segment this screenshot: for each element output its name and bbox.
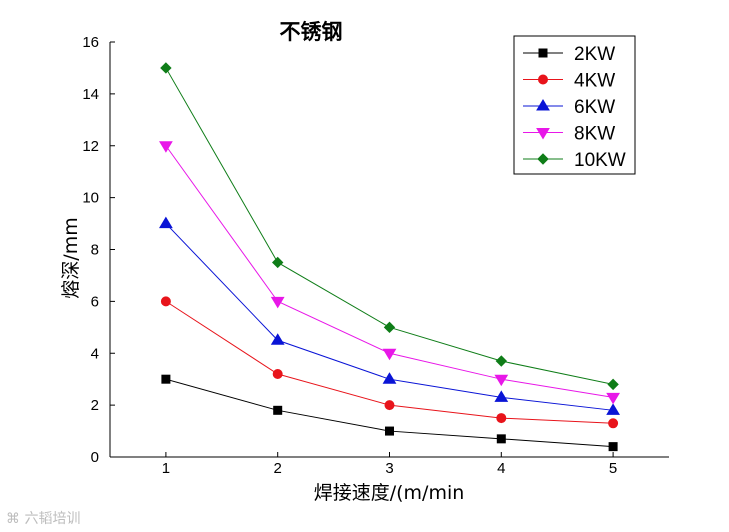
series-2kw [161, 374, 618, 452]
legend-marker [538, 48, 548, 58]
legend-label: 2KW [574, 44, 615, 65]
legend-marker [536, 128, 550, 140]
data-point [494, 374, 509, 387]
y-tick-label: 10 [82, 190, 99, 207]
data-point [606, 392, 620, 405]
series-6kw [159, 216, 620, 415]
data-point [607, 378, 619, 391]
x-ticks: 1 2 3 4 5 [162, 452, 617, 477]
y-tick-label: 16 [82, 34, 99, 51]
legend-item-6kw: 6KW [523, 97, 615, 118]
series-4kw [160, 296, 619, 429]
data-point [384, 400, 395, 411]
legend-label: 10KW [574, 150, 626, 171]
series-layer [159, 62, 620, 452]
data-point [496, 434, 506, 444]
x-tick-label: 1 [162, 460, 170, 477]
legend-marker [536, 99, 550, 111]
data-point [270, 333, 285, 345]
y-tick-label: 14 [82, 86, 99, 103]
legend: 2KW 4KW 6KW 8KW 10KW [513, 35, 636, 175]
legend-label: 4KW [574, 71, 615, 92]
x-tick-label: 5 [609, 460, 617, 477]
data-point [160, 62, 172, 74]
legend-box [513, 35, 636, 175]
y-tick-label: 8 [91, 242, 99, 259]
watermark-text: 六韬培训 [24, 511, 81, 527]
data-point [271, 256, 284, 269]
data-point [160, 296, 171, 307]
legend-item-10kw: 10KW [523, 150, 626, 171]
y-axis-title: 熔深/mm [60, 217, 82, 298]
data-point [382, 348, 397, 361]
data-point [273, 405, 283, 415]
data-point [270, 296, 285, 309]
y-tick-label: 2 [91, 397, 99, 414]
legend-item-2kw: 2KW [523, 44, 615, 65]
x-tick-label: 3 [385, 460, 393, 477]
data-point [608, 442, 618, 452]
data-point [159, 141, 173, 153]
data-point [385, 426, 394, 436]
data-point [496, 413, 507, 424]
series-line [165, 378, 614, 448]
y-tick-label: 6 [91, 293, 99, 310]
series-8kw [159, 141, 620, 405]
data-point [383, 321, 396, 334]
data-point [161, 374, 171, 384]
legend-marker [538, 74, 548, 85]
x-tick-label: 2 [274, 460, 282, 477]
series-10kw [160, 62, 619, 391]
watermark-logo-icon: ⌘ [6, 511, 25, 527]
legend-label: 6KW [574, 97, 615, 118]
legend-item-8kw: 8KW [523, 124, 615, 145]
y-tick-label: 4 [91, 345, 99, 362]
legend-marker [537, 153, 549, 165]
data-point [272, 369, 283, 379]
y-ticks: 0 2 4 6 8 10 12 14 16 [82, 34, 115, 466]
x-tick-label: 4 [497, 460, 505, 477]
data-point [382, 372, 397, 384]
data-point [495, 355, 508, 367]
y-tick-label: 0 [91, 449, 99, 466]
x-axis-title: 焊接速度/(m/min [314, 482, 465, 504]
data-point [606, 403, 620, 415]
data-point [494, 390, 509, 402]
data-point [159, 216, 173, 229]
legend-item-4kw: 4KW [523, 71, 615, 92]
chart-title: 不锈钢 [280, 20, 343, 44]
watermark: ⌘ 六韬培训 [6, 508, 80, 528]
legend-label: 8KW [574, 124, 615, 145]
y-tick-label: 12 [82, 138, 99, 155]
data-point [608, 418, 619, 429]
